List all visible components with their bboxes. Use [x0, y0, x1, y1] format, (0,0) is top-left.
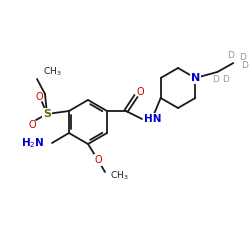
Text: O: O [28, 120, 36, 130]
Text: D: D [241, 62, 248, 70]
Text: O: O [35, 92, 43, 102]
Text: D: D [212, 76, 219, 84]
Text: S: S [43, 109, 51, 119]
Text: H$_2$N: H$_2$N [20, 136, 44, 150]
Text: D: D [227, 50, 234, 59]
Text: D: D [239, 54, 246, 62]
Text: O: O [136, 87, 144, 97]
Text: D: D [222, 74, 229, 84]
Text: N: N [191, 73, 200, 83]
Text: O: O [94, 155, 102, 165]
Text: HN: HN [144, 114, 162, 124]
Text: CH$_3$: CH$_3$ [43, 66, 62, 78]
Text: CH$_3$: CH$_3$ [110, 170, 128, 182]
